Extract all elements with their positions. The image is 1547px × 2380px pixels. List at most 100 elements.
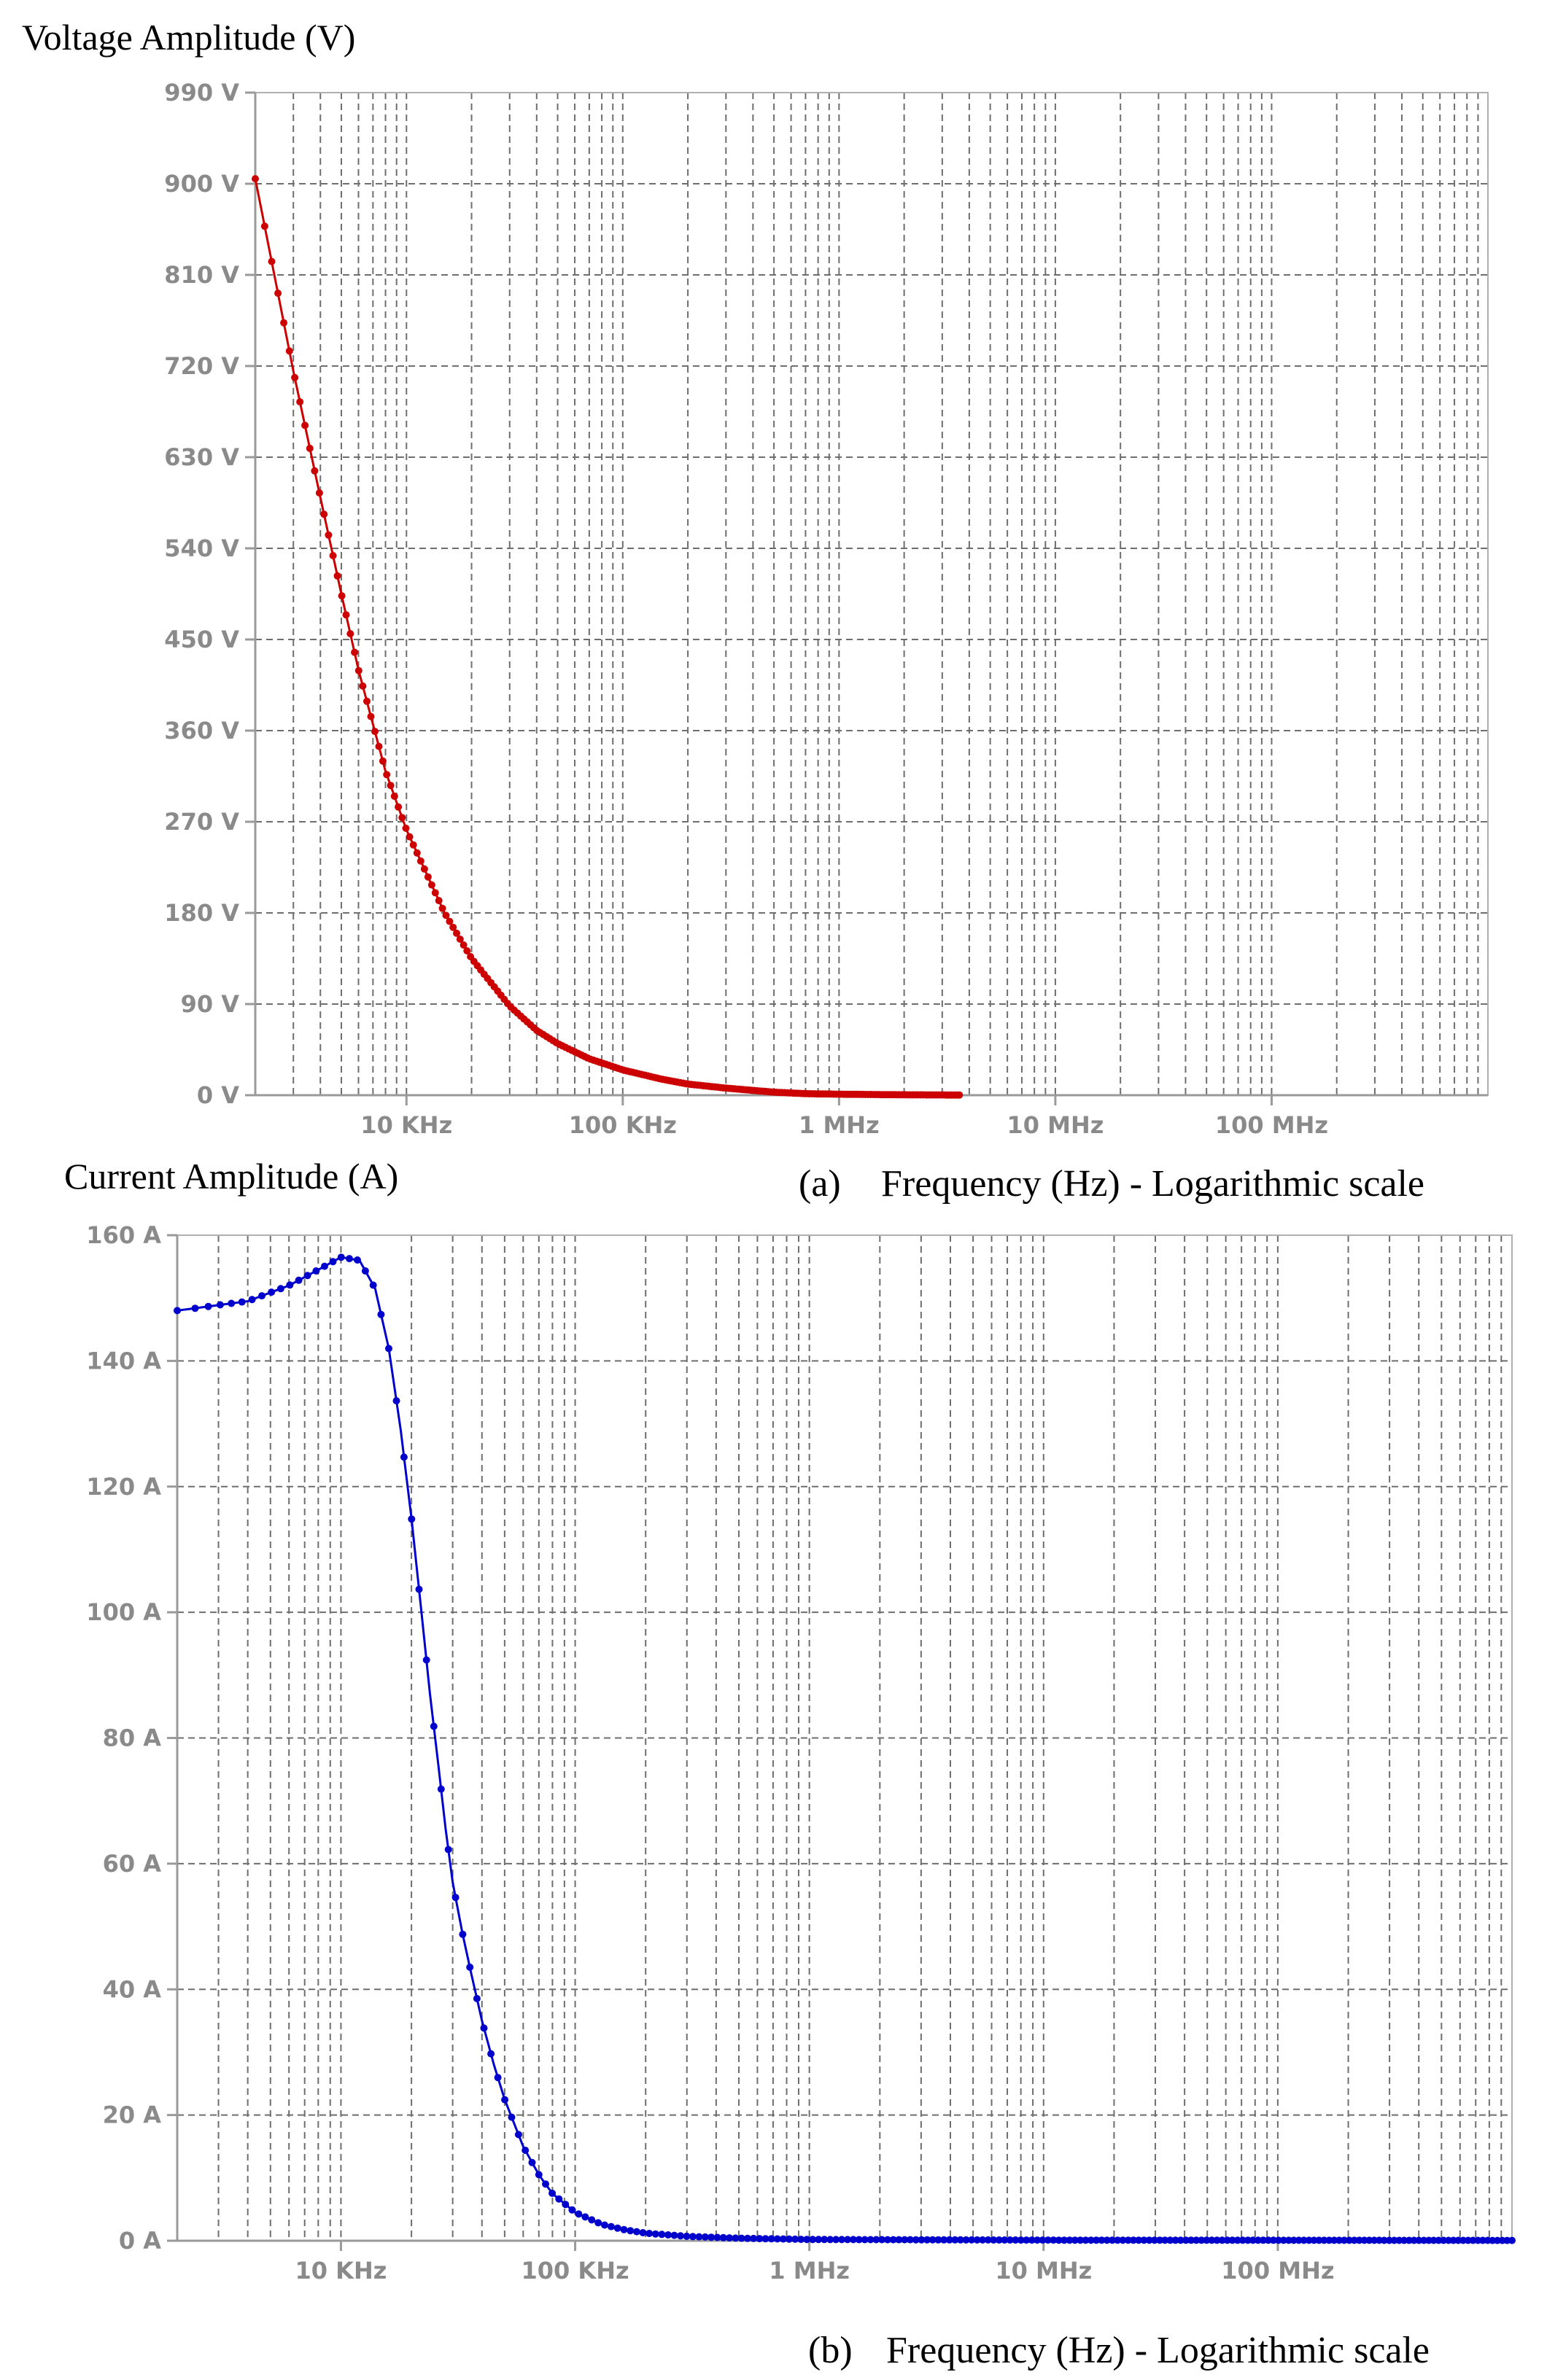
current-data-point: [1103, 2236, 1111, 2244]
current-data-point: [1114, 2236, 1122, 2244]
voltage-data-point: [409, 841, 417, 849]
voltage-data-point: [375, 742, 383, 750]
current-data-point: [995, 2236, 1003, 2244]
voltage-data-point: [446, 917, 454, 925]
current-data-point: [1345, 2236, 1353, 2244]
current-data-point: [1233, 2236, 1241, 2244]
current-data-point: [1135, 2236, 1143, 2244]
current-data-point: [878, 2236, 886, 2244]
current-data-point: [1161, 2236, 1169, 2244]
current-data-point: [361, 1267, 369, 1275]
current-data-point: [1365, 2236, 1373, 2244]
voltage-data-point: [395, 803, 403, 811]
voltage-data-point: [442, 911, 450, 919]
current-data-point: [632, 2228, 640, 2236]
current-data-point: [689, 2233, 697, 2241]
current-data-point: [1166, 2236, 1174, 2244]
current-data-point: [1193, 2236, 1201, 2244]
current-data-point: [508, 2113, 516, 2121]
voltage-y-tick-label: 540 V: [164, 534, 239, 562]
voltage-y-tick-label: 360 V: [164, 717, 239, 744]
voltage-chart: Voltage Amplitude (V) 0 V 90 V 180 V 270 V 3…: [22, 17, 1489, 1205]
current-data-point: [951, 2236, 959, 2244]
current-chart: Current Amplitude (A) 0 A 20 A 40 A 60 A 80 …: [64, 1156, 1516, 2371]
current-data-point: [354, 1256, 361, 1264]
current-data-point: [542, 2180, 549, 2188]
current-data-point: [844, 2236, 851, 2244]
current-data-point: [480, 2024, 488, 2032]
current-data-point: [286, 1281, 294, 1289]
current-data-point: [1098, 2236, 1106, 2244]
current-data-point: [346, 1255, 353, 1263]
voltage-data-point: [296, 398, 304, 406]
voltage-x-ticks: 10 KHz 100 KHz 1 MHz 10 MHz 100 MHz: [360, 1095, 1328, 1139]
voltage-data-point: [260, 222, 268, 230]
current-data-point: [295, 1276, 303, 1284]
current-y-tick-label: 100 A: [86, 1598, 161, 1626]
voltage-y-tick-label: 720 V: [164, 352, 239, 380]
voltage-y-tick-label: 90 V: [181, 990, 240, 1018]
current-data-point: [645, 2230, 654, 2237]
voltage-y-ticks: 0 V 90 V 180 V 270 V 360 V 450 V 540 V 630 V 720…: [164, 79, 255, 1109]
current-data-point: [1039, 2236, 1047, 2244]
voltage-x-tick-label: 10 KHz: [360, 1111, 452, 1139]
voltage-y-tick-label: 270 V: [164, 808, 239, 836]
current-data-point: [756, 2235, 764, 2243]
current-data-point: [238, 1298, 246, 1306]
current-data-point: [750, 2234, 758, 2242]
current-data-point: [1249, 2236, 1257, 2244]
voltage-data-point: [449, 923, 457, 931]
current-data-point: [815, 2236, 823, 2244]
voltage-data-point: [390, 793, 398, 800]
current-data-point: [918, 2236, 926, 2244]
current-data-point: [613, 2224, 621, 2232]
current-data-point: [216, 1301, 224, 1309]
current-data-point: [204, 1302, 212, 1310]
current-data-point: [1305, 2236, 1313, 2244]
current-y-tick-label: 140 A: [86, 1347, 161, 1374]
current-data-point: [575, 2210, 583, 2218]
voltage-data-point: [420, 865, 428, 873]
current-data-point: [1182, 2236, 1190, 2244]
current-data-point: [968, 2236, 976, 2244]
current-data-point: [415, 1585, 423, 1593]
current-data-point: [568, 2206, 576, 2214]
current-data-point: [408, 1515, 416, 1523]
current-data-point: [1198, 2236, 1206, 2244]
voltage-data-point: [379, 757, 387, 765]
current-data-point: [1119, 2236, 1127, 2244]
voltage-x-tick-label: 100 KHz: [569, 1111, 677, 1139]
voltage-data-point: [306, 444, 314, 452]
voltage-data-point: [453, 929, 460, 937]
voltage-grid: [255, 92, 1488, 1095]
current-y-tick-label: 80 A: [103, 1724, 162, 1752]
voltage-data-point: [387, 782, 395, 790]
voltage-data-point: [955, 1091, 964, 1099]
current-data-point: [430, 1722, 438, 1730]
current-data-point: [1050, 2236, 1058, 2244]
current-data-point: [562, 2201, 570, 2209]
current-data-point: [400, 1453, 408, 1461]
current-data-point: [369, 1281, 377, 1289]
current-data-point: [377, 1310, 385, 1318]
voltage-panel-label: (a): [799, 1163, 841, 1205]
current-data-point: [1034, 2236, 1042, 2244]
current-data-point: [658, 2231, 666, 2239]
current-data-point: [1124, 2236, 1132, 2244]
voltage-data-point: [460, 941, 468, 949]
current-data-point: [883, 2236, 891, 2244]
current-data-point: [601, 2221, 608, 2229]
current-x-tick-label: 10 MHz: [995, 2257, 1092, 2284]
current-x-tick-label: 1 MHz: [769, 2257, 850, 2284]
current-data-point: [581, 2213, 589, 2221]
current-data-point: [1061, 2236, 1069, 2244]
current-data-point: [1156, 2236, 1164, 2244]
current-data-point: [1171, 2236, 1179, 2244]
current-data-point: [473, 1994, 481, 2002]
current-data-point: [677, 2232, 684, 2240]
current-data-point: [773, 2235, 781, 2243]
current-data-point: [1335, 2236, 1344, 2244]
current-data-point: [466, 1963, 474, 1971]
current-y-ticks: 0 A 20 A 40 A 60 A 80 A 100 A 120 A 140 A 160 A: [86, 1221, 177, 2255]
voltage-y-tick-label: 990 V: [164, 79, 239, 106]
